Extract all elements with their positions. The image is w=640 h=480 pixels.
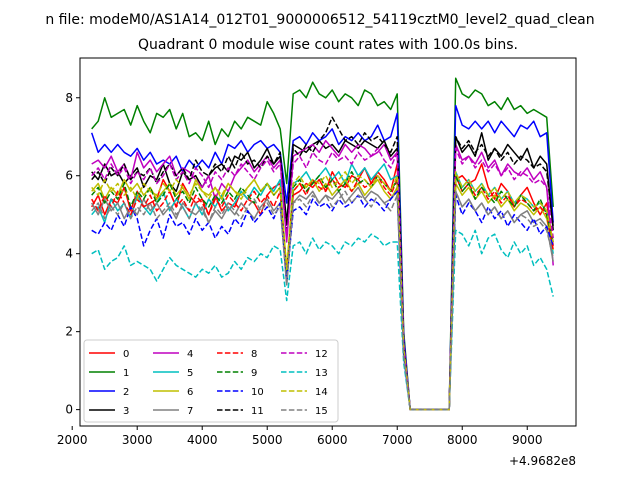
legend-label-1: 1 <box>123 368 129 379</box>
legend-label-7: 7 <box>187 406 193 417</box>
series-line-15 <box>91 190 554 411</box>
legend-label-3: 3 <box>123 406 129 417</box>
legend-label-13: 13 <box>315 368 328 379</box>
chart-suptitle: n file: modeM0/AS1A14_012T01_9000006512_… <box>45 12 594 28</box>
legend-label-14: 14 <box>315 387 328 398</box>
series-line-1 <box>91 77 554 411</box>
x-tick-label: 6000 <box>317 433 348 447</box>
legend-label-12: 12 <box>315 349 328 360</box>
legend-label-6: 6 <box>187 387 193 398</box>
series-line-14 <box>91 171 554 411</box>
series-lines <box>90 77 554 411</box>
x-offset-label: +4.9682e8 <box>509 454 576 468</box>
axis-ticks: 2000 3000 4000 5000 6000 7000 8000 9000 0 2 4 6 8 <box>57 91 543 447</box>
legend-label-4: 4 <box>187 349 193 360</box>
legend-box <box>83 339 339 423</box>
chart-title: Quadrant 0 module wise count rates with … <box>138 37 518 53</box>
plot-area-frame <box>79 57 577 427</box>
y-tick-label: 2 <box>65 325 73 339</box>
legend-label-5: 5 <box>187 368 193 379</box>
legend-label-2: 2 <box>123 387 129 398</box>
y-tick-label: 0 <box>65 403 73 417</box>
series-line-13 <box>91 229 554 411</box>
series-line-12 <box>91 147 554 411</box>
x-tick-label: 2000 <box>57 433 88 447</box>
legend-label-8: 8 <box>251 349 257 360</box>
legend-label-9: 9 <box>251 368 257 379</box>
y-tick-label: 8 <box>65 91 73 105</box>
legend-label-0: 0 <box>123 349 129 360</box>
series-line-4 <box>91 139 554 411</box>
series-line-10 <box>91 190 554 411</box>
series-line-2 <box>90 104 554 411</box>
y-tick-label: 4 <box>65 247 73 261</box>
x-tick-label: 4000 <box>187 433 218 447</box>
x-tick-label: 9000 <box>512 433 543 447</box>
legend-label-15: 15 <box>315 406 328 417</box>
x-tick-label: 8000 <box>447 433 478 447</box>
series-line-9 <box>91 171 554 411</box>
x-tick-label: 5000 <box>252 433 283 447</box>
legend-label-10: 10 <box>251 387 264 398</box>
x-tick-label: 3000 <box>122 433 153 447</box>
series-line-11 <box>91 116 554 411</box>
series-line-8 <box>91 174 554 411</box>
y-tick-label: 6 <box>65 169 73 183</box>
series-line-3 <box>91 132 554 411</box>
x-tick-label: 7000 <box>382 433 413 447</box>
legend-label-11: 11 <box>251 406 264 417</box>
